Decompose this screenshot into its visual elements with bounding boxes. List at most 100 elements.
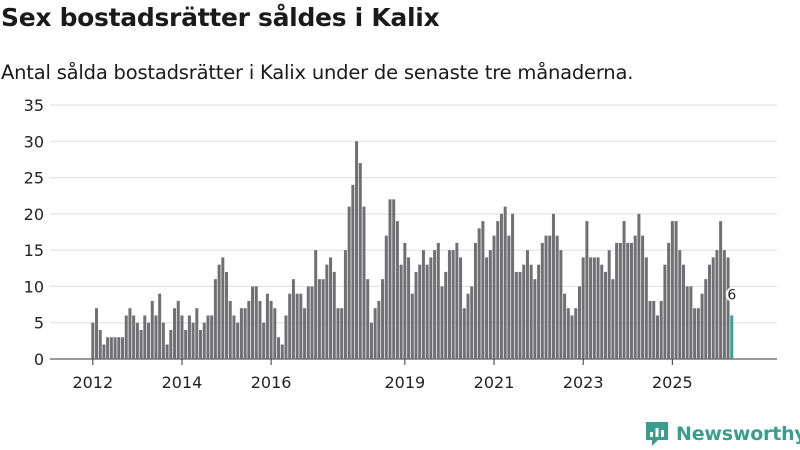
bar [659, 300, 663, 359]
bar [258, 300, 262, 359]
bar [592, 257, 596, 359]
bar [485, 257, 489, 359]
bar [336, 308, 340, 359]
bar [685, 286, 689, 359]
bar [355, 141, 359, 359]
bar [414, 271, 418, 359]
bar [507, 235, 511, 359]
bar [581, 257, 585, 359]
bar [332, 271, 336, 359]
bar [213, 279, 217, 359]
y-tick-label: 5 [34, 314, 44, 333]
bar [548, 235, 552, 359]
bar [410, 293, 414, 359]
bar [674, 221, 678, 359]
bar [343, 250, 347, 359]
bar [555, 235, 559, 359]
bar [707, 264, 711, 359]
bar [537, 264, 541, 359]
bar [663, 264, 667, 359]
bar [622, 221, 626, 359]
bar [637, 213, 641, 359]
bar [533, 279, 537, 359]
y-tick-label: 25 [24, 169, 44, 188]
bar [351, 184, 355, 359]
bar [488, 250, 492, 359]
bar [269, 300, 273, 359]
bar [206, 315, 210, 359]
x-tick-label: 2019 [385, 373, 426, 392]
bar [459, 257, 463, 359]
bar [629, 242, 633, 359]
bar [518, 271, 522, 359]
bar [165, 344, 169, 359]
bar [232, 315, 236, 359]
bar [369, 322, 373, 359]
bar [210, 315, 214, 359]
bar [607, 250, 611, 359]
bar [719, 221, 723, 359]
bar [447, 250, 451, 359]
bar [693, 308, 697, 359]
bar [644, 257, 648, 359]
bar [158, 293, 162, 359]
bar [91, 322, 95, 359]
bar [611, 279, 615, 359]
x-tick-label: 2014 [162, 373, 203, 392]
y-tick-label: 15 [24, 241, 44, 260]
bar [273, 308, 277, 359]
bar [195, 308, 199, 359]
bar [384, 235, 388, 359]
x-tick-label: 2012 [72, 373, 113, 392]
bar [221, 257, 225, 359]
bar [373, 308, 377, 359]
bar [109, 337, 113, 359]
bar [689, 286, 693, 359]
bar [678, 250, 682, 359]
bar [670, 221, 674, 359]
bar [392, 199, 396, 359]
bar [121, 337, 125, 359]
bar [633, 235, 637, 359]
bar [655, 315, 659, 359]
bar [525, 250, 529, 359]
bar [102, 344, 106, 359]
bar [251, 286, 255, 359]
bar [425, 264, 429, 359]
bar [161, 322, 165, 359]
bar [563, 293, 567, 359]
bar [466, 293, 470, 359]
bar [291, 279, 295, 359]
bar [566, 308, 570, 359]
bar [681, 264, 685, 359]
bar-latest [730, 315, 734, 359]
bar [358, 163, 362, 359]
bar [492, 235, 496, 359]
bar [570, 315, 574, 359]
bar [325, 264, 329, 359]
bar [329, 257, 333, 359]
bar [295, 293, 299, 359]
bar [117, 337, 121, 359]
bar [722, 250, 726, 359]
bar [421, 250, 425, 359]
bar [377, 300, 381, 359]
bar [648, 300, 652, 359]
bar [317, 279, 321, 359]
bar [473, 242, 477, 359]
bar [395, 221, 399, 359]
bar [128, 308, 132, 359]
bar [347, 206, 351, 359]
bar [199, 329, 203, 359]
bar [496, 221, 500, 359]
bar [299, 293, 303, 359]
bar [451, 250, 455, 359]
y-tick-label: 30 [24, 132, 44, 151]
y-tick-label: 0 [34, 350, 44, 369]
bar [615, 242, 619, 359]
bar [187, 315, 191, 359]
bar [574, 308, 578, 359]
bar [470, 286, 474, 359]
chart-subtitle: Antal sålda bostadsrätter i Kalix under … [1, 61, 634, 84]
